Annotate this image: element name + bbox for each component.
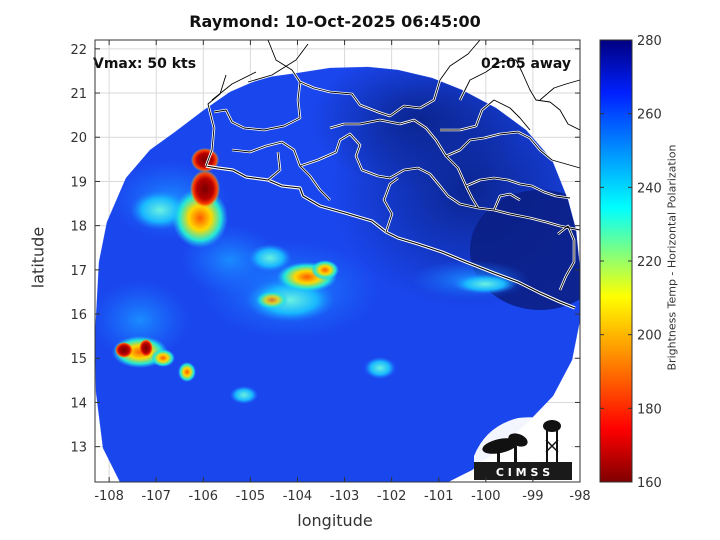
map-title: Raymond: 10-Oct-2025 06:45:00 xyxy=(189,12,481,31)
x-tick-label: -104 xyxy=(283,489,313,504)
y-tick-label: 14 xyxy=(70,396,87,411)
colorbar-tick-label: 240 xyxy=(637,181,662,196)
y-axis-label: latitude xyxy=(28,226,48,289)
x-tick-label: -107 xyxy=(141,489,171,504)
colorbar xyxy=(599,39,633,483)
y-tick-label: 19 xyxy=(70,175,87,190)
y-tick-label: 16 xyxy=(70,308,87,323)
x-tick-label: -99 xyxy=(522,489,543,504)
colorbar-tick-label: 220 xyxy=(637,255,662,270)
time-away-label: 02:05 away xyxy=(481,56,571,72)
y-tick-label: 20 xyxy=(70,131,87,146)
x-tick-label: -102 xyxy=(377,489,407,504)
x-tick-label: -105 xyxy=(236,489,266,504)
x-tick-label: -108 xyxy=(94,489,124,504)
colorbar-tick-label: 200 xyxy=(637,329,662,344)
x-tick-label: -98 xyxy=(569,489,590,504)
x-tick-label: -100 xyxy=(471,489,501,504)
y-tick-label: 15 xyxy=(70,352,87,367)
colorbar-label: Brightness Temp - Horizontal Polarizatio… xyxy=(665,144,679,371)
x-tick-label: -106 xyxy=(189,489,219,504)
x-tick-label: -103 xyxy=(330,489,360,504)
colorbar-tick-label: 180 xyxy=(637,402,662,417)
plot-frame xyxy=(94,39,581,483)
x-axis-label: longitude xyxy=(297,511,373,530)
y-tick-label: 17 xyxy=(70,264,87,279)
y-tick-label: 22 xyxy=(70,43,87,58)
y-tick-label: 18 xyxy=(70,220,87,235)
colorbar-tick-label: 160 xyxy=(637,476,662,491)
x-tick-label: -101 xyxy=(424,489,454,504)
y-tick-label: 21 xyxy=(70,87,87,102)
colorbar-tick-label: 260 xyxy=(637,108,662,123)
cimss-logo: C I M S S xyxy=(474,417,572,480)
colorbar-tick-label: 280 xyxy=(637,34,662,49)
y-axis: 13 14 15 16 17 18 19 20 21 22 xyxy=(70,43,580,456)
y-tick-label: 13 xyxy=(70,441,87,456)
vmax-label: Vmax: 50 kts xyxy=(93,56,196,72)
x-axis: -108 -107 -106 -105 -104 -103 -102 -101 -100 -99 -… xyxy=(94,40,591,504)
colorbar-ticks: 160 180 200 220 240 260 280 xyxy=(600,34,662,491)
cimss-logo-text: C I M S S xyxy=(496,466,550,479)
